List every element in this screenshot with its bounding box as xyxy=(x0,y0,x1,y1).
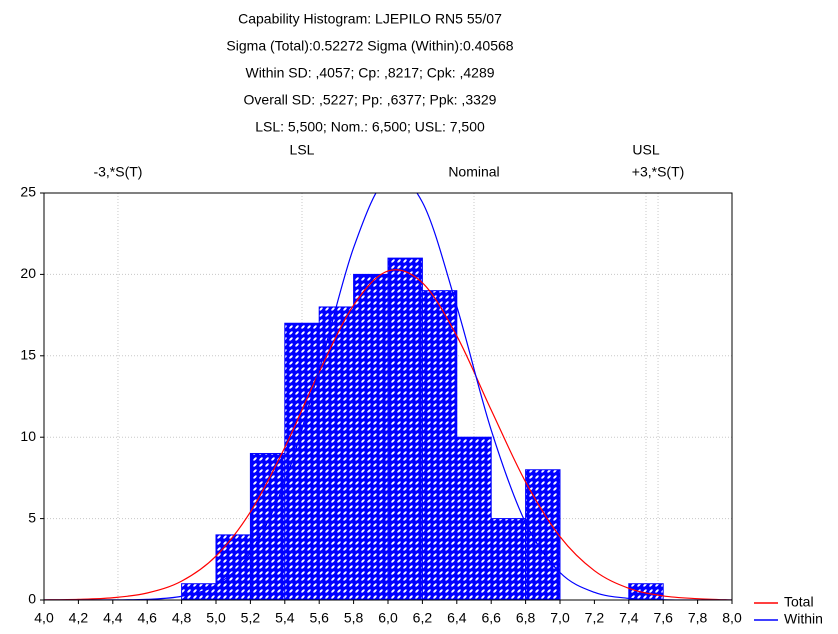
curve xyxy=(44,269,732,600)
y-tick-label: 20 xyxy=(20,265,36,281)
x-tick-label: 7,6 xyxy=(653,610,673,626)
chart-title: Sigma (Total):0.52272 Sigma (Within):0.4… xyxy=(226,38,513,54)
x-tick-label: 7,8 xyxy=(688,610,708,626)
x-tick-label: 6,0 xyxy=(378,610,398,626)
x-tick-label: 7,2 xyxy=(585,610,605,626)
spec-limit-label: USL xyxy=(632,142,659,158)
x-tick-label: 4,2 xyxy=(69,610,89,626)
x-tick-label: 7,0 xyxy=(550,610,570,626)
chart-title: Overall SD: ,5227; Pp: ,6377; Ppk: ,3329 xyxy=(244,92,497,108)
bar xyxy=(421,290,458,601)
chart-title: Within SD: ,4057; Cp: ,8217; Cpk: ,4289 xyxy=(245,65,494,81)
x-tick-label: 6,4 xyxy=(447,610,467,626)
chart-title: Capability Histogram: LJEPILO RN5 55/07 xyxy=(238,11,502,27)
bar xyxy=(215,534,251,601)
x-tick-label: 4,6 xyxy=(137,610,157,626)
bar xyxy=(318,306,355,601)
bar xyxy=(490,518,527,601)
x-tick-label: 6,2 xyxy=(413,610,433,626)
x-tick-label: 5,0 xyxy=(206,610,226,626)
x-tick-label: 6,6 xyxy=(481,610,501,626)
chart-title: LSL: 5,500; Nom.: 6,500; USL: 7,500 xyxy=(255,119,485,135)
x-tick-label: 5,6 xyxy=(309,610,329,626)
y-tick-label: 5 xyxy=(28,509,36,525)
spec-limit-label: LSL xyxy=(290,142,315,158)
x-tick-label: 4,4 xyxy=(103,610,123,626)
x-tick-label: 8,0 xyxy=(722,610,742,626)
bar xyxy=(284,322,320,601)
legend-label: Within xyxy=(784,611,823,627)
bar xyxy=(249,452,286,601)
legend-label: Total xyxy=(784,594,814,610)
y-tick-label: 10 xyxy=(20,428,36,444)
bar xyxy=(525,469,561,601)
spec-limit-label: Nominal xyxy=(448,164,499,180)
curve xyxy=(44,193,732,600)
x-tick-label: 5,4 xyxy=(275,610,295,626)
x-tick-label: 4,8 xyxy=(172,610,192,626)
plot-frame xyxy=(43,192,733,601)
bar xyxy=(456,436,492,601)
x-tick-label: 4,0 xyxy=(34,610,54,626)
sigma-limit-label: -3,*S(T) xyxy=(93,164,142,180)
x-tick-label: 5,2 xyxy=(241,610,261,626)
x-tick-label: 7,4 xyxy=(619,610,639,626)
y-tick-label: 0 xyxy=(28,591,36,607)
bar xyxy=(387,257,423,601)
bar xyxy=(628,583,664,601)
sigma-limit-label: +3,*S(T) xyxy=(632,164,685,180)
x-tick-label: 6,8 xyxy=(516,610,536,626)
x-tick-label: 5,8 xyxy=(344,610,364,626)
y-tick-label: 15 xyxy=(20,347,36,363)
bar xyxy=(353,273,389,601)
y-tick-label: 25 xyxy=(20,184,36,200)
